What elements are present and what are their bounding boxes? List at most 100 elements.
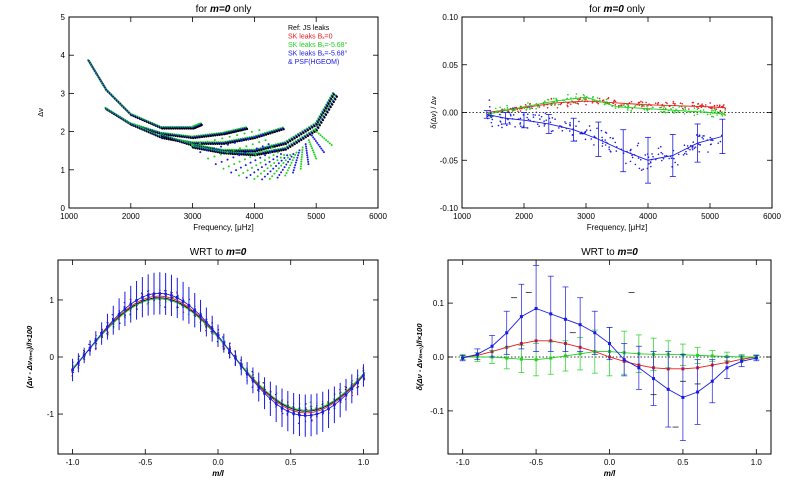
scatter-point (709, 102, 712, 104)
scatter-point (554, 118, 556, 120)
x-tick-label: -1.0 (456, 458, 470, 467)
y-tick-label: 5 (61, 13, 66, 22)
ridge-point (278, 149, 281, 152)
ridge-point (282, 128, 285, 131)
scatter-point (517, 110, 519, 113)
fan-point (254, 159, 257, 162)
data-point (563, 354, 567, 358)
data-point (362, 374, 365, 377)
fan-point (206, 149, 209, 152)
fan-point (265, 148, 268, 151)
fan-point (300, 153, 303, 156)
ridge-point (313, 130, 316, 133)
scatter-point (699, 144, 702, 146)
ridge-series (190, 94, 338, 157)
scatter-point (697, 102, 700, 105)
series-3 (459, 265, 760, 441)
fan-point (278, 174, 281, 177)
scatter-point (659, 106, 661, 109)
scatter-point (585, 98, 587, 100)
ridge-point (293, 143, 296, 146)
scatter-point (642, 103, 644, 106)
fan-point (264, 154, 267, 157)
fan-point (292, 153, 295, 156)
ridge-series (104, 106, 249, 140)
x-axis-label: Frequency, [μHz] (587, 223, 647, 232)
fan-point (268, 156, 271, 159)
fan-point (199, 151, 202, 154)
scatter-point (645, 101, 647, 104)
scatter-point (497, 124, 500, 127)
fan-point (300, 160, 303, 163)
scatter-point (561, 129, 564, 132)
scatter-point (603, 103, 606, 106)
scatter-point (706, 113, 709, 116)
scatter-point (641, 105, 643, 108)
x-tick-label: -0.5 (138, 458, 152, 467)
chart-title-emph: m=0 (226, 247, 247, 258)
scatter-point (603, 100, 606, 103)
fan-point (323, 137, 326, 140)
x-axis-label: Frequency, [μHz] (193, 223, 253, 232)
scatter-point (639, 104, 641, 106)
scatter-point (605, 132, 608, 134)
scatter-point (651, 153, 653, 155)
scatter-point (543, 105, 545, 107)
ridge-point (295, 141, 299, 144)
fan-point (256, 175, 259, 178)
fan-point (261, 145, 264, 148)
ridge-series (160, 91, 336, 153)
fan-point (318, 145, 321, 148)
fan-point (288, 166, 291, 169)
series-line (72, 295, 364, 414)
fan-point (249, 174, 252, 177)
ref-markers (511, 291, 701, 428)
scatter-point (660, 106, 663, 109)
fan-point (280, 171, 283, 174)
scatter-point (514, 106, 516, 109)
scatter-point (569, 121, 571, 124)
scatter-point (673, 112, 675, 114)
ridge-point (320, 121, 323, 124)
scatter-point (601, 139, 604, 141)
scatter-point (148, 296, 150, 298)
scatter-point (527, 118, 530, 121)
ridge-point (311, 132, 314, 135)
scatter-point (507, 110, 510, 113)
ridge-point (311, 126, 314, 129)
fan-point (253, 171, 256, 174)
scatter-point (638, 167, 641, 170)
scatter-point (631, 154, 633, 157)
fan-point (306, 158, 309, 161)
scatter-point (512, 114, 515, 116)
scatter-point (699, 109, 702, 112)
scatter-point (564, 101, 567, 103)
ridge-point (264, 152, 268, 155)
x-tick-label: 0.5 (677, 458, 689, 467)
ridge-point (214, 134, 217, 137)
scatter-point (601, 145, 604, 147)
fan-point (266, 167, 269, 170)
scatter-point (642, 168, 645, 170)
scatter-point (505, 124, 508, 127)
fan-point (250, 130, 253, 133)
scatter-point (650, 165, 652, 168)
series-4 (71, 289, 366, 424)
scatter-point (576, 102, 579, 105)
scatter-point (698, 135, 701, 137)
scatter-point (657, 153, 660, 156)
fan-ridge (236, 134, 322, 165)
fan-point (317, 143, 320, 146)
fan-point (260, 166, 263, 169)
fan-point (228, 135, 231, 138)
fan-point (304, 143, 307, 146)
fan-point (219, 153, 222, 156)
scatter-point (664, 107, 667, 110)
data-point (245, 371, 249, 375)
scatter-point (710, 115, 713, 118)
scatter-point (630, 111, 633, 113)
fan-point (237, 174, 240, 177)
data-point (228, 349, 232, 353)
fan-point (313, 129, 316, 132)
fan-point (273, 172, 276, 175)
